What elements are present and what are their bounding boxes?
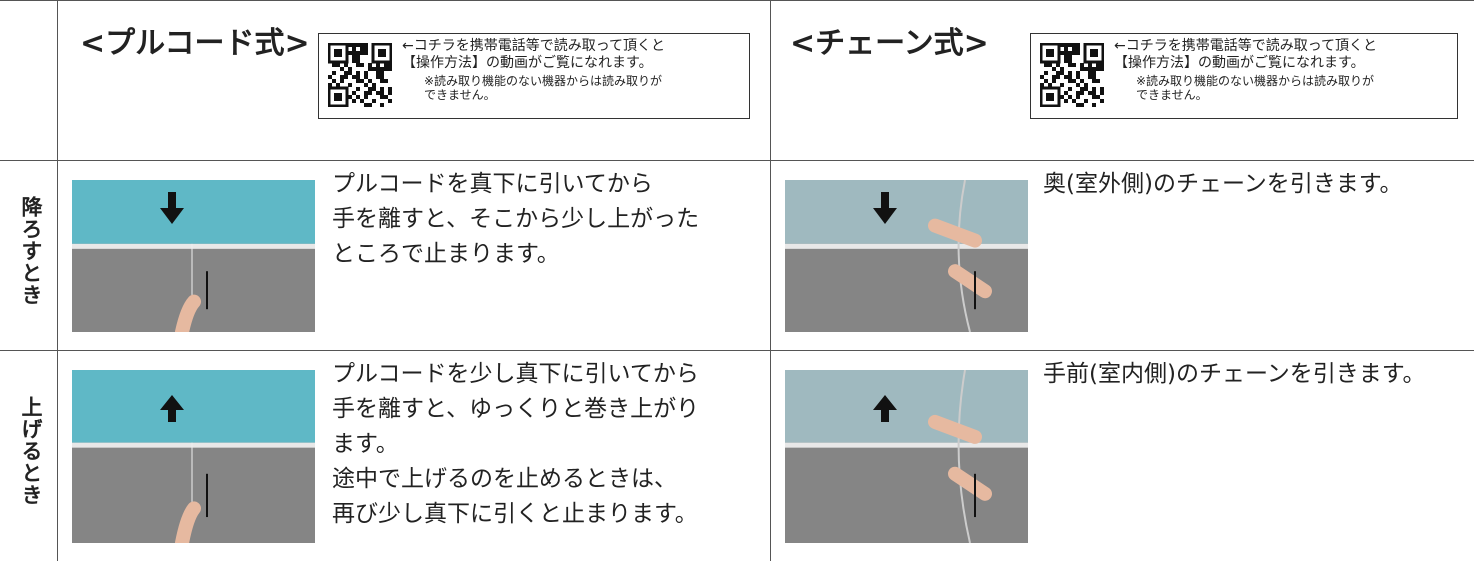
illustration	[72, 370, 315, 543]
qr-box	[318, 33, 750, 119]
description-line: 手を離すと、そこから少し上がった	[332, 206, 700, 232]
description-line: 途中で上げるのを止めるときは、	[332, 466, 677, 492]
description-line: プルコードを少し真下に引いてから	[332, 361, 699, 387]
description-line: 再び少し真下に引くと止まります。	[332, 501, 698, 527]
illustration	[785, 370, 1028, 543]
qr-code	[328, 43, 392, 107]
qr-code	[1040, 43, 1104, 107]
qr-note: ←コチラを携帯電話等で読み取って頂くと	[1114, 38, 1378, 54]
description-line: 奥(室外側)のチェーンを引きます。	[1043, 171, 1403, 197]
row-label: 上げるとき	[19, 396, 43, 506]
header-title: <チェーン式>	[790, 26, 989, 61]
qr-caution: ※読み取り機能のない機器からは読み取りが	[1136, 74, 1375, 88]
qr-note: ←コチラを携帯電話等で読み取って頂くと	[402, 38, 666, 54]
description-line: ます。	[332, 431, 399, 457]
table-border	[0, 160, 1474, 161]
qr-caution: できません。	[1136, 88, 1208, 102]
table-border	[770, 0, 771, 561]
qr-caution: ※読み取り機能のない機器からは読み取りが	[424, 74, 663, 88]
illustration	[785, 180, 1028, 332]
qr-note: 【操作方法】の動画がご覧になれます。	[1114, 55, 1365, 71]
description-line: 手を離すと、ゆっくりと巻き上がり	[332, 396, 700, 422]
qr-note: 【操作方法】の動画がご覧になれます。	[402, 55, 653, 71]
table-border	[57, 0, 58, 561]
description-line: 手前(室内側)のチェーンを引きます。	[1043, 361, 1426, 387]
description-line: プルコードを真下に引いてから	[332, 171, 653, 197]
qr-caution: できません。	[424, 88, 496, 102]
description-line: ところで止まります。	[332, 241, 560, 267]
table-border	[0, 0, 1474, 1]
header-title: <プルコード式>	[80, 26, 310, 61]
illustration	[72, 180, 315, 332]
row-label: 降ろすとき	[19, 195, 43, 306]
table-border	[0, 350, 1474, 351]
qr-box	[1030, 33, 1458, 119]
